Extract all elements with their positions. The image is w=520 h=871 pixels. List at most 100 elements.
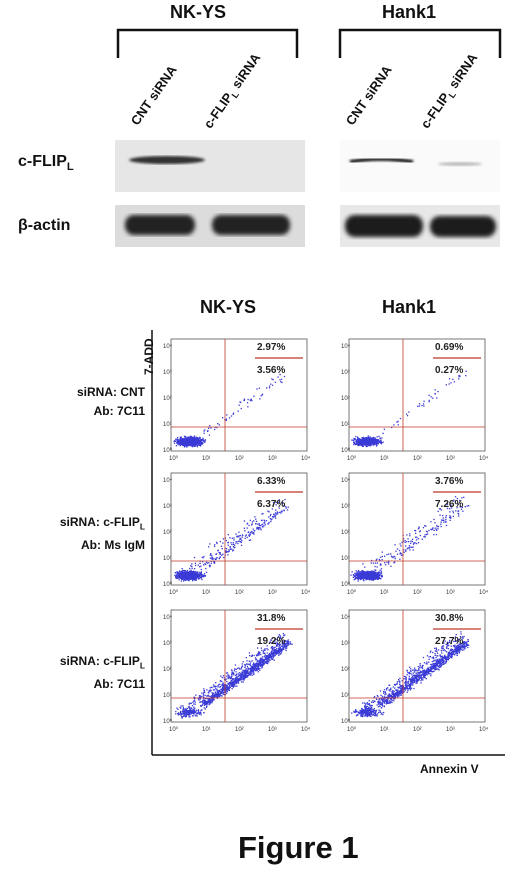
x-tick-label: 10³ [446, 727, 455, 733]
band-hank1-cnt-actin [345, 215, 423, 237]
x-tick-label: 10⁴ [301, 726, 311, 733]
y-tick-label: 10¹ [163, 693, 172, 699]
y-tick-label: 10⁴ [163, 614, 173, 621]
x-tick-label: 10⁴ [301, 455, 311, 462]
group-title-hank1: Hank1 [382, 2, 437, 22]
condition-label-row3: siRNA: c-FLIPL Ab: 7C11 [59, 654, 145, 692]
percent-upper-right: 2.97% [257, 342, 286, 353]
condition-label-row1: siRNA: CNT Ab: 7C11 [77, 385, 145, 418]
plot-frame [348, 609, 486, 723]
flow-panel-5: 10⁰ 10⁰ 10¹ 10¹ 10² 10² 10³ 10³ 10⁴ 10⁴ 31.8% 19.2% [163, 606, 313, 738]
y-tick-label: 10³ [341, 370, 350, 376]
x-tick-label: 10³ [268, 456, 277, 462]
percent-lower-right: 27.7% [435, 636, 464, 647]
x-tick-label: 10² [413, 456, 422, 462]
percent-lower-right: 3.56% [257, 365, 286, 376]
flow-panel-4: 10⁰ 10⁰ 10¹ 10¹ 10² 10² 10³ 10³ 10⁴ 10⁴ 3.76% 7.26% [341, 469, 491, 601]
band-nkys-cnt-actin [125, 215, 195, 235]
y-tick-label: 10⁰ [341, 581, 351, 588]
x-tick-label: 10³ [446, 456, 455, 462]
x-tick-label: 10¹ [202, 456, 211, 462]
group-brackets [116, 28, 502, 58]
x-tick-label: 10² [235, 727, 244, 733]
x-tick-label: 10⁰ [347, 455, 357, 462]
x-tick-label: 10⁰ [169, 726, 179, 733]
event-dots [351, 631, 470, 718]
y-tick-label: 10² [163, 667, 172, 673]
band-nkys-cnt-cflip [129, 156, 205, 164]
y-tick-label: 10¹ [163, 556, 172, 562]
y-tick-label: 10⁰ [341, 447, 351, 454]
blot-images [115, 140, 500, 247]
event-dots [351, 370, 467, 448]
x-tick-label: 10⁴ [479, 589, 489, 596]
x-tick-label: 10¹ [380, 727, 389, 733]
blot-hank1-cflip-bg [340, 140, 500, 192]
x-tick-label: 10² [235, 590, 244, 596]
x-tick-label: 10² [413, 727, 422, 733]
event-dots [350, 496, 470, 582]
x-tick-label: 10⁴ [301, 589, 311, 596]
band-hank1-cflip-cflip [438, 162, 482, 166]
x-tick-label: 10¹ [202, 727, 211, 733]
condition-label-row2: siRNA: c-FLIPL Ab: Ms IgM [59, 515, 145, 553]
y-tick-label: 10³ [163, 641, 172, 647]
y-tick-label: 10² [163, 530, 172, 536]
y-tick-label: 10⁴ [341, 614, 351, 621]
event-dots [174, 498, 289, 582]
blot-row-label-cflip: c-FLIPL [18, 153, 74, 174]
y-tick-label: 10² [341, 667, 350, 673]
percent-upper-right: 0.69% [435, 342, 464, 353]
x-tick-label: 10¹ [380, 590, 389, 596]
y-tick-label: 10⁴ [163, 343, 173, 350]
event-dots [175, 633, 293, 719]
plot-frame [170, 472, 308, 586]
y-tick-label: 10³ [341, 641, 350, 647]
percent-upper-right: 31.8% [257, 613, 286, 624]
x-tick-label: 10¹ [202, 590, 211, 596]
x-tick-label: 10¹ [380, 456, 389, 462]
y-tick-label: 10⁴ [341, 477, 351, 484]
x-tick-label: 10⁴ [479, 455, 489, 462]
flow-column-title-nkys: NK-YS [200, 297, 257, 317]
y-tick-label: 10⁰ [341, 718, 351, 725]
x-tick-label: 10³ [446, 590, 455, 596]
x-tick-label: 10² [235, 456, 244, 462]
y-tick-label: 10² [341, 396, 350, 402]
blot-row-label-bactin: β-actin [18, 217, 71, 234]
y-tick-label: 10³ [341, 504, 350, 510]
y-tick-label: 10⁰ [163, 447, 173, 454]
flow-panel-2: 10⁰ 10⁰ 10¹ 10¹ 10² 10² 10³ 10³ 10⁴ 10⁴ 0.69% 0.27% [341, 335, 491, 467]
percent-upper-right: 30.8% [435, 613, 464, 624]
y-tick-label: 10³ [163, 370, 172, 376]
band-hank1-cnt-cflip [349, 157, 414, 164]
plot-frame [348, 338, 486, 452]
x-tick-label: 10⁴ [479, 726, 489, 733]
percent-upper-right: 3.76% [435, 476, 464, 487]
percent-lower-right: 6.37% [257, 499, 286, 510]
x-tick-label: 10³ [268, 727, 277, 733]
y-tick-label: 10¹ [341, 693, 350, 699]
bracket-nkys [116, 28, 299, 58]
y-tick-label: 10¹ [341, 556, 350, 562]
flow-column-title-hank1: Hank1 [382, 297, 437, 317]
x-axis-label: Annexin V [420, 762, 479, 776]
x-tick-label: 10⁰ [347, 726, 357, 733]
plot-frame [170, 338, 308, 452]
band-hank1-cflip-actin [430, 216, 496, 237]
plot-frame [170, 609, 308, 723]
percent-upper-right: 6.33% [257, 476, 286, 487]
figure-caption: Figure 1 [238, 830, 359, 865]
flow-panel-1: 10⁰ 10⁰ 10¹ 10¹ 10² 10² 10³ 10³ 10⁴ 10⁴ 2.97% 3.56% [163, 335, 313, 467]
y-tick-label: 10⁴ [163, 477, 173, 484]
y-tick-label: 10³ [163, 504, 172, 510]
x-tick-label: 10⁰ [347, 589, 357, 596]
y-tick-label: 10² [163, 396, 172, 402]
percent-lower-right: 19.2% [257, 636, 286, 647]
blot-nkys-cflip-bg [115, 140, 305, 192]
